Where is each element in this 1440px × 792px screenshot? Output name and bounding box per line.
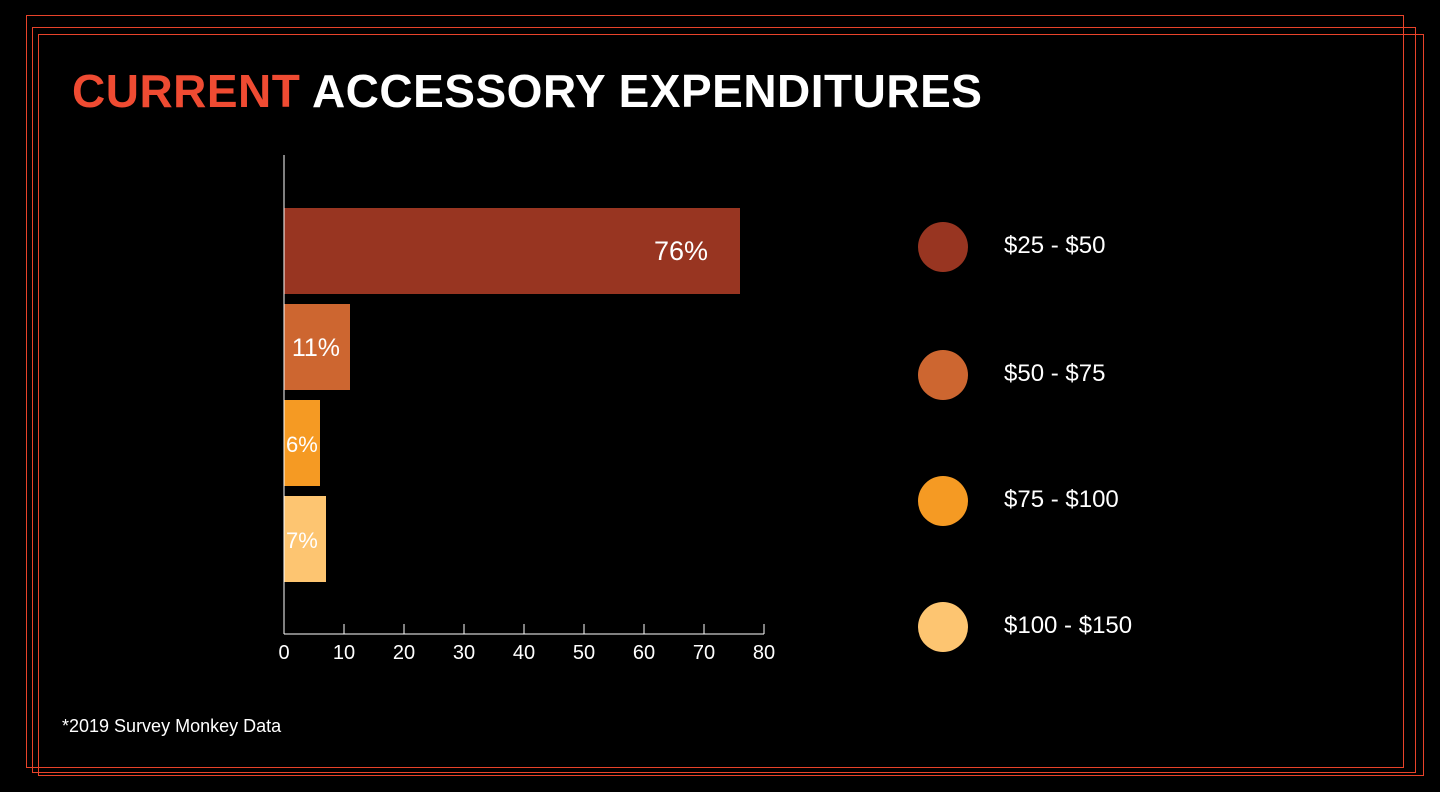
bar-3	[284, 400, 320, 486]
legend-swatch	[918, 476, 968, 526]
legend-item: $50 - $75	[918, 350, 1218, 400]
x-tick-label: 70	[693, 642, 715, 664]
bar-2	[284, 304, 350, 390]
page-title: CURRENT ACCESSORY EXPENDITURES	[72, 64, 982, 118]
x-tick-label: 20	[393, 642, 415, 664]
x-tick-label: 80	[753, 642, 775, 664]
x-tick-label: 50	[573, 642, 595, 664]
legend-label: $100 - $150	[1004, 612, 1133, 639]
data-label: 7%	[286, 528, 318, 553]
bar-1	[284, 208, 740, 294]
decorative-frame-inner	[38, 34, 1424, 776]
legend-item: $100 - $150	[918, 602, 1218, 652]
legend-swatch	[918, 602, 968, 652]
legend-label: $25 - $50	[1004, 232, 1106, 259]
legend-swatch	[918, 350, 968, 400]
x-tick-label: 40	[513, 642, 535, 664]
legend-swatch	[918, 222, 968, 272]
legend-label: $75 - $100	[1004, 486, 1119, 513]
x-tick-label: 60	[633, 642, 655, 664]
data-label: 76%	[654, 236, 708, 266]
decorative-frame-outer	[26, 15, 1404, 768]
title-rest: ACCESSORY EXPENDITURES	[300, 65, 983, 117]
x-tick-label: 10	[333, 642, 355, 664]
decorative-frame-middle	[32, 27, 1416, 773]
bar-4	[284, 496, 326, 582]
data-label: 11%	[292, 334, 340, 362]
legend-item: $25 - $50	[918, 222, 1218, 272]
x-tick-label: 0	[278, 642, 289, 664]
legend-label: $50 - $75	[1004, 360, 1106, 387]
x-tick-label: 30	[453, 642, 475, 664]
bar-chart: 0 10 20 30 40 50 60 70 80 76% 11% 6% 7%	[278, 155, 775, 664]
legend-item: $75 - $100	[918, 476, 1218, 526]
footnote: *2019 Survey Monkey Data	[62, 716, 282, 736]
data-label: 6%	[286, 432, 318, 457]
title-accent-word: CURRENT	[72, 65, 301, 117]
